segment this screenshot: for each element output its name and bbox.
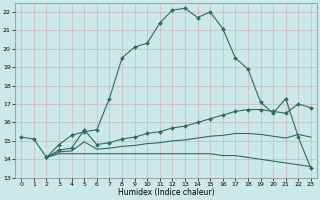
X-axis label: Humidex (Indice chaleur): Humidex (Indice chaleur): [118, 188, 214, 197]
